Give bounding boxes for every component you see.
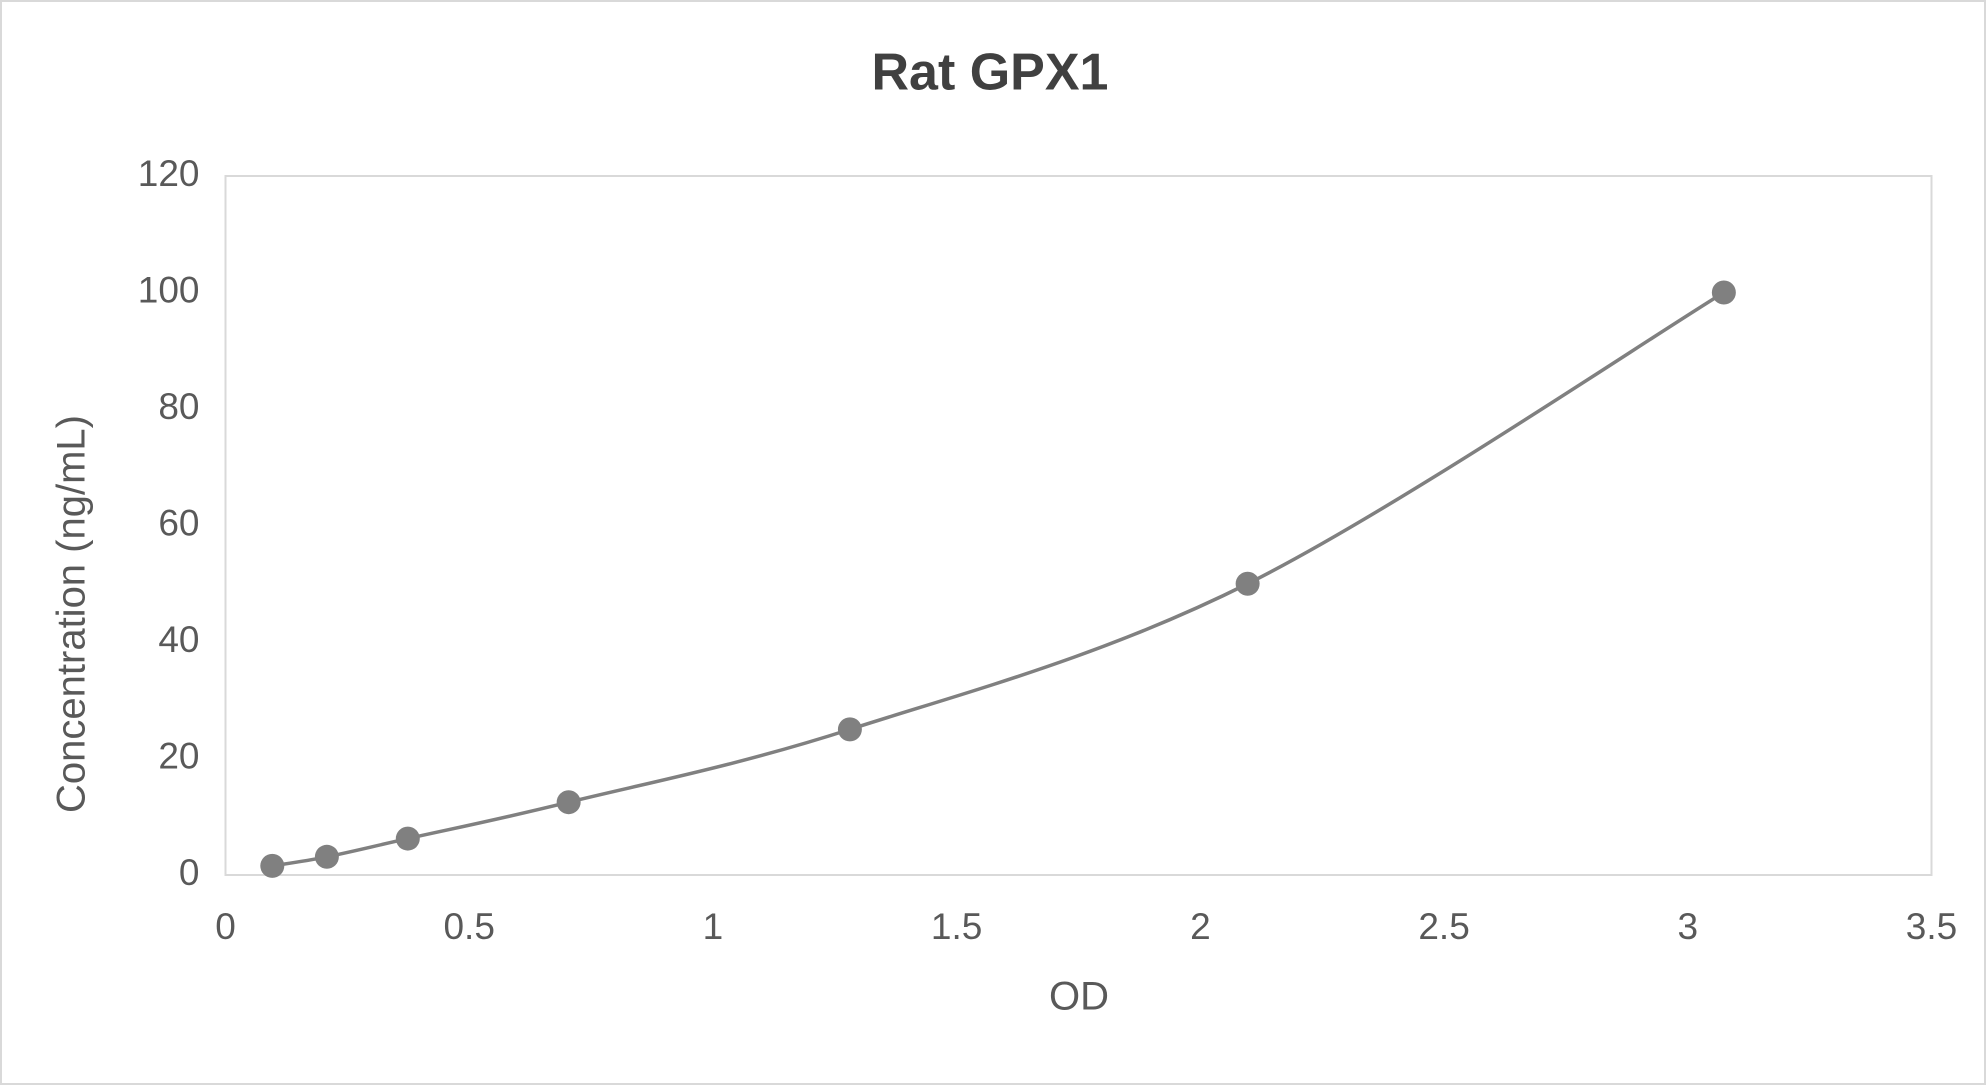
plot-area xyxy=(224,175,1933,876)
marker xyxy=(395,826,420,851)
y-axis-title: Concentration (ng/mL) xyxy=(50,415,94,813)
marker xyxy=(1711,280,1736,305)
chart-title: Rat GPX1 xyxy=(872,44,1109,102)
y-tick-label: 120 xyxy=(138,153,200,194)
x-tick-label: 1 xyxy=(703,906,724,947)
marker xyxy=(837,717,862,742)
y-tick-label: 100 xyxy=(138,269,200,310)
marker xyxy=(260,853,285,878)
line xyxy=(272,291,1725,868)
marker xyxy=(1235,571,1260,596)
marker xyxy=(556,790,581,815)
y-tick-label: 80 xyxy=(158,386,199,427)
y-tick-label: 20 xyxy=(158,735,199,776)
x-axis-title: OD xyxy=(1049,975,1109,1019)
y-tick-label: 0 xyxy=(179,852,200,893)
x-tick-label: 0.5 xyxy=(443,906,494,947)
x-tick-label: 1.5 xyxy=(931,906,982,947)
y-tick-label: 40 xyxy=(158,619,199,660)
x-tick-label: 2.5 xyxy=(1418,906,1469,947)
x-tick-label: 2 xyxy=(1190,906,1211,947)
x-tick-label: 0 xyxy=(215,906,236,947)
x-tick-label: 3 xyxy=(1677,906,1698,947)
marker xyxy=(314,844,339,869)
y-tick-label: 60 xyxy=(158,502,199,543)
x-tick-label: 3.5 xyxy=(1906,906,1957,947)
